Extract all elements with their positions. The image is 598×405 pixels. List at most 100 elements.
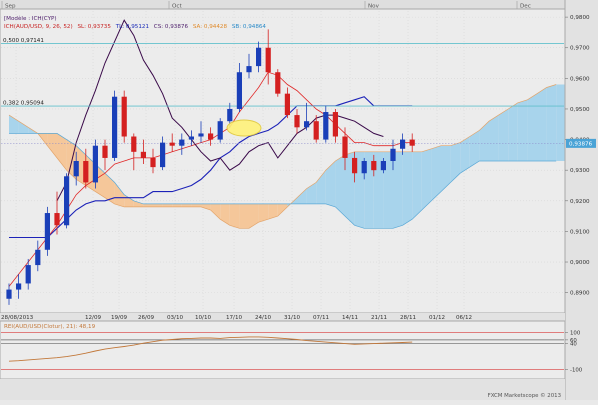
month-header: [0, 0, 565, 9]
month-label: Dec: [520, 4, 531, 10]
date-tick-label: 31/10: [284, 315, 301, 321]
price-tick-label: 0,9200: [570, 199, 590, 205]
cloud-segment: [556, 84, 566, 161]
date-axis-labels: 28/08/2013 12/09 19/09 26/09 03/10 10/10 17/10…: [1, 315, 472, 321]
price-tick-label: 0,9100: [570, 229, 590, 235]
cloud-segment: [153, 203, 163, 207]
cloud-segment: [18, 121, 29, 134]
date-tick-label: 19/09: [111, 315, 128, 321]
candle-body: [409, 139, 415, 146]
candle-body: [6, 289, 12, 299]
candle-body: [246, 66, 252, 73]
cloud-segment: [201, 203, 211, 210]
legend-sb: SB: 0,94864: [232, 24, 267, 30]
cloud-segment: [527, 93, 537, 161]
price-tick-label: 0,9600: [570, 76, 590, 82]
cloud-segment: [220, 203, 230, 226]
cloud-segment: [537, 87, 547, 161]
indicator-label: REI(AUD/USD(Clotur), 21): 48,19: [4, 324, 96, 330]
kijun-sen-line: [9, 96, 413, 239]
cloud-segment: [450, 142, 461, 183]
last-price-label: 0,93876: [569, 141, 593, 147]
cloud-segment: [489, 115, 499, 161]
candle-body: [236, 72, 242, 109]
cloud-segment: [402, 151, 413, 226]
cloud-segment: [172, 203, 182, 207]
candle-body: [188, 136, 194, 140]
cloud-segment: [325, 161, 336, 207]
candle-body: [179, 139, 185, 146]
legend-cs: CS: 0,93876: [154, 24, 189, 30]
cloud-segment: [517, 99, 528, 161]
cloud-segment: [412, 151, 422, 220]
date-tick-label: 10/10: [195, 315, 212, 321]
legend-tl: TL: 0,95121: [115, 24, 150, 30]
cloud-segment: [47, 133, 57, 158]
date-tick-label: 07/11: [313, 315, 330, 321]
candle-body: [169, 142, 175, 146]
copyright: FXCM Marketscope © 2013: [488, 392, 561, 399]
date-tick-label: 03/10: [167, 315, 184, 321]
chikou-span-line: [56, 19, 384, 202]
month-labels: Sep Oct Nov Dec: [1, 1, 531, 10]
month-label: Sep: [5, 4, 16, 10]
cloud-segment: [421, 148, 432, 210]
cloud-segment: [133, 200, 144, 207]
candle-body: [25, 265, 31, 284]
cloud-segment: [229, 203, 240, 229]
date-tick-label: 28/08/2013: [1, 315, 34, 321]
cloud-segment: [297, 188, 307, 204]
date-tick-label: 12/09: [85, 315, 102, 321]
cloud-segment: [479, 121, 489, 161]
candle-body: [313, 121, 319, 140]
cloud-segment: [210, 203, 221, 220]
cloud-segment: [441, 145, 451, 192]
candle-body: [44, 213, 50, 250]
month-label: Nov: [368, 4, 380, 10]
candle-body: [284, 93, 290, 116]
candle-body: [73, 161, 79, 177]
cloud-segment: [383, 151, 393, 229]
indicator-tick-label: 100: [570, 330, 581, 336]
cloud-segment: [162, 203, 173, 207]
candle-body: [227, 108, 233, 122]
candle-body: [294, 115, 300, 128]
legend-model: [Modèle : ICH(CYP): [4, 15, 57, 22]
candlesticks[interactable]: [6, 29, 415, 305]
candle-body: [150, 157, 156, 168]
legend-values: ICH(AUD/USD, 9, 26, 52) SL: 0,93735 TL: …: [4, 24, 266, 30]
indicator-tick-label: 60: [570, 338, 577, 344]
date-tick-label: 14/11: [342, 315, 359, 321]
cloud-segment: [546, 84, 557, 161]
candle-body: [64, 176, 70, 226]
candle-body: [390, 148, 396, 161]
candle-body: [352, 157, 358, 174]
highlight-ellipse: [226, 119, 262, 137]
cloud-segment: [143, 203, 153, 207]
candle-body: [323, 112, 329, 140]
price-tick-label: 0,9700: [570, 46, 590, 52]
cloud-segment: [373, 151, 384, 229]
candle-body: [35, 249, 41, 266]
candle-body: [121, 96, 127, 137]
footer: [0, 379, 565, 400]
candle-body: [256, 47, 262, 67]
cloud-segment: [277, 203, 288, 217]
candle-body: [361, 161, 367, 174]
cloud-segment: [239, 203, 249, 229]
cloud-segment: [460, 136, 470, 174]
senkou-span-b-line: [9, 133, 557, 229]
candle-body: [332, 112, 338, 137]
price-tick-label: 0,9500: [570, 107, 590, 113]
date-tick-label: 06/12: [456, 315, 472, 321]
cloud-segment: [105, 173, 115, 204]
fib-level-label: 0,382 0,95094: [3, 101, 44, 107]
candle-body: [217, 121, 223, 140]
indicator-tick-label: 40: [570, 342, 577, 348]
candle-body: [112, 96, 118, 158]
price-axis: [565, 0, 598, 400]
date-axis: [0, 313, 565, 321]
candle-body: [102, 145, 108, 158]
